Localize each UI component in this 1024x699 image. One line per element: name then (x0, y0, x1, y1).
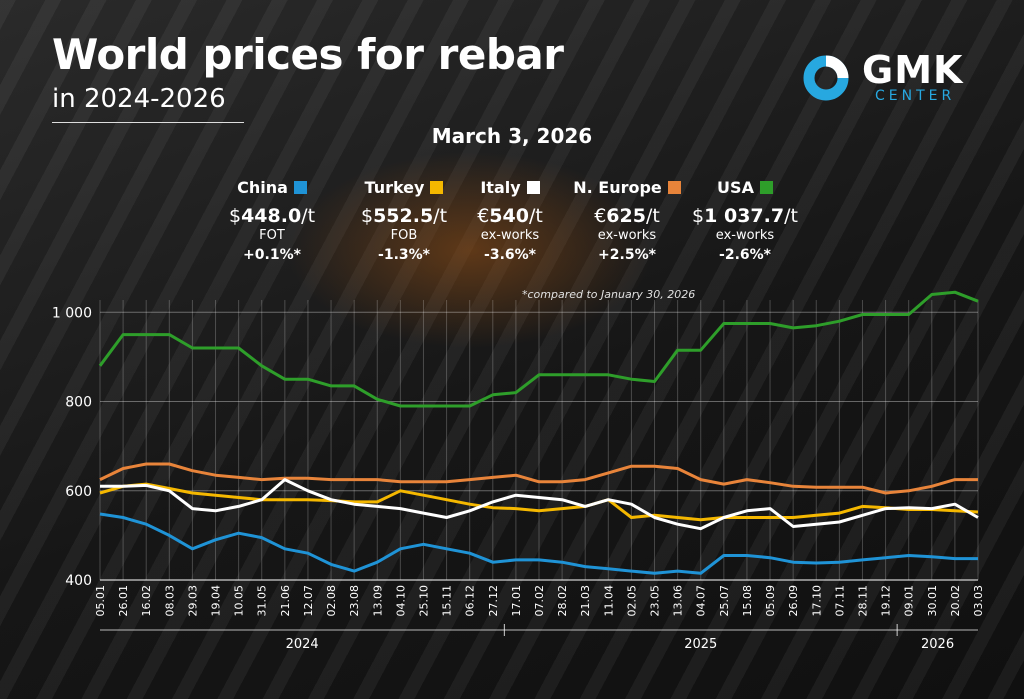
series-line-usa (98, 290, 979, 408)
x-tick-label: 08.03 (163, 585, 176, 617)
legend-name: China (202, 178, 342, 197)
footnote: *compared to January 30, 2026 (522, 288, 696, 301)
legend-change: -3.6%* (484, 247, 536, 263)
legend-item-usa: USA $1 037.7/t ex-works -2.6%* (675, 178, 815, 263)
legend-swatch (759, 181, 773, 194)
x-tick-label: 26.09 (787, 585, 800, 617)
legend-swatch (430, 181, 444, 194)
x-tick-label: 13.06 (672, 585, 685, 617)
x-tick-label: 17.01 (510, 585, 523, 617)
chart-title: World prices for rebar (52, 30, 564, 79)
y-tick-label: 800 (65, 395, 92, 411)
series-line-china (99, 512, 978, 575)
legend-label: China (237, 178, 288, 197)
logo-subtitle: CENTER (875, 88, 956, 104)
legend-price: $552.5/t (360, 205, 448, 227)
x-tick-label: 05.09 (764, 585, 777, 617)
x-tick-label: 12.07 (302, 585, 315, 617)
legend-basis: FOT (259, 228, 285, 243)
y-tick-label: 600 (65, 484, 92, 500)
x-tick-label: 28.02 (556, 585, 569, 617)
logo-name: GMK (862, 48, 964, 92)
title-divider (52, 122, 244, 123)
legend-item-italy: Italy €540/t ex-works -3.6%* (440, 178, 580, 263)
x-tick-label: 21.03 (579, 585, 592, 617)
x-tick-label: 05.01 (94, 585, 107, 617)
chart-subtitle: in 2024-2026 (52, 84, 226, 114)
report-date: March 3, 2026 (431, 124, 593, 148)
x-tick-label: 20.02 (949, 585, 962, 617)
series-line-italy (100, 478, 979, 531)
legend-label: Italy (480, 178, 521, 197)
legend-basis: ex-works (597, 228, 657, 243)
x-tick-label: 06.12 (464, 585, 477, 617)
legend-change: +2.5%* (598, 247, 656, 263)
legend-item-turkey: Turkey $552.5/t FOB -1.3%* (334, 178, 474, 263)
legend-name: Italy (440, 178, 580, 197)
x-tick-label: 03.03 (972, 585, 985, 617)
x-tick-label: 29.03 (186, 585, 199, 617)
x-tick-label: 04.10 (394, 585, 407, 617)
x-tick-label: 30.01 (926, 585, 939, 617)
year-label: 2024 (286, 637, 319, 652)
x-tick-label: 10.05 (233, 585, 246, 617)
x-tick-label: 19.04 (210, 585, 223, 617)
legend-change: -1.3%* (378, 247, 430, 263)
x-tick-label: 23.05 (649, 585, 662, 617)
year-label: 2026 (921, 637, 954, 652)
x-tick-label: 19.12 (880, 585, 893, 617)
legend-price: €540/t (477, 205, 543, 227)
series-line-turkey (99, 482, 979, 522)
legend-label: Turkey (364, 178, 425, 197)
x-tick-label: 04.07 (695, 585, 708, 617)
x-tick-label: 26.01 (117, 585, 130, 617)
legend-price: $448.0/t (228, 205, 316, 227)
x-tick-label: 13.09 (371, 585, 384, 617)
legend-label: USA (717, 178, 754, 197)
legend-basis: FOB (390, 228, 418, 243)
legend-basis: ex-works (480, 228, 540, 243)
legend-swatch (667, 181, 681, 194)
x-tick-label: 23.08 (348, 585, 361, 617)
y-tick-label: 1 000 (52, 305, 92, 321)
x-tick-label: 15.11 (441, 585, 454, 617)
year-label: 2025 (684, 637, 717, 652)
x-tick-label: 27.12 (487, 585, 500, 617)
legend-price: $1 037.7/t (692, 205, 798, 227)
legend-item-china: China $448.0/t FOT +0.1%* (202, 178, 342, 263)
y-tick-label: 400 (65, 573, 92, 589)
legend-item-n-europe: N. Europe €625/t ex-works +2.5%* (557, 178, 697, 263)
x-tick-label: 07.02 (533, 585, 546, 617)
legend-price: €625/t (594, 205, 660, 227)
legend-label: N. Europe (573, 178, 662, 197)
series-line-n-europe (99, 462, 978, 495)
gmk-ring-icon (803, 55, 849, 101)
x-tick-label: 09.01 (903, 585, 916, 617)
x-tick-label: 02.08 (325, 585, 338, 617)
legend-name: Turkey (334, 178, 474, 197)
legend-name: N. Europe (557, 178, 697, 197)
x-tick-label: 02.05 (625, 585, 638, 617)
x-tick-label: 16.02 (140, 585, 153, 617)
x-tick-label: 11.04 (602, 585, 615, 617)
x-tick-label: 28.11 (856, 585, 869, 617)
legend-change: +0.1%* (243, 247, 301, 263)
legend-swatch (293, 181, 307, 194)
x-tick-label: 21.06 (279, 585, 292, 617)
x-tick-label: 25.10 (417, 585, 430, 617)
x-tick-label: 25.07 (718, 585, 731, 617)
x-tick-label: 07.11 (833, 585, 846, 617)
x-tick-label: 17.10 (810, 585, 823, 617)
legend-swatch (526, 181, 540, 194)
legend-basis: ex-works (715, 228, 775, 243)
x-tick-label: 31.05 (256, 585, 269, 617)
legend-change: -2.6%* (719, 247, 771, 263)
legend-name: USA (675, 178, 815, 197)
x-tick-label: 15.08 (741, 585, 754, 617)
